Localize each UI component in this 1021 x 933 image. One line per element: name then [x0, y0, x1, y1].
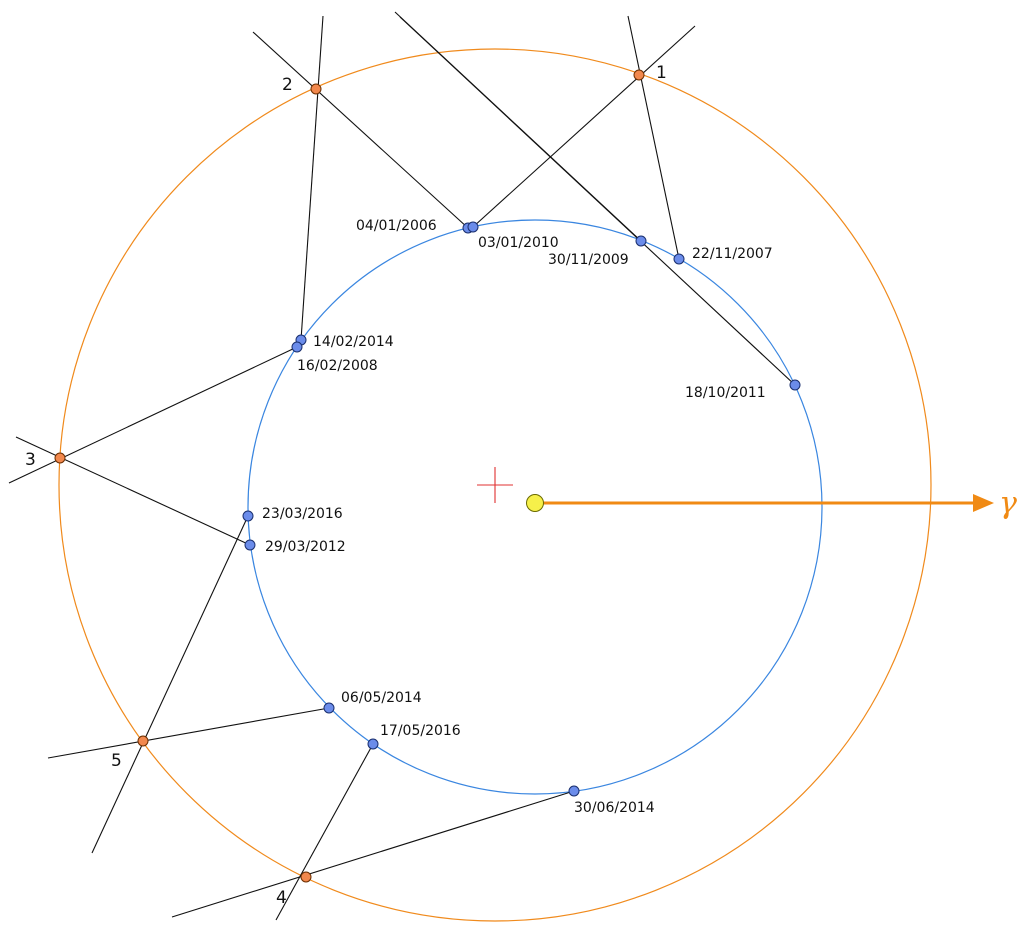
earth-point-2012-03-29	[244, 539, 256, 551]
date-label-2016-05-17: 17/05/2016	[380, 723, 461, 739]
date-label-2009-11-30: 30/11/2009	[548, 252, 629, 268]
sight-line-3b	[15, 436, 251, 546]
mars-point-2	[310, 83, 322, 95]
date-label-2011-10-18: 18/10/2011	[685, 385, 766, 401]
date-label-2014-02-14: 14/02/2014	[313, 334, 394, 350]
earth-point-2010-01-03	[467, 221, 479, 233]
earth-point-2011-10-18	[789, 379, 801, 391]
sight-line-2b	[300, 15, 324, 341]
mars-point-5	[137, 735, 149, 747]
mars-label-1: 1	[656, 63, 667, 83]
sight-line-2a	[252, 31, 469, 229]
orbit-center-cross	[477, 467, 513, 503]
gamma-symbol: γ	[999, 486, 1017, 521]
date-label-2010-01-03: 03/01/2010	[478, 235, 559, 251]
earth-point-2008-02-16	[291, 341, 303, 353]
date-label-2016-03-23: 23/03/2016	[262, 506, 343, 522]
mars-positions	[54, 69, 645, 883]
earth-point-2014-05-06	[323, 702, 335, 714]
mars-point-4	[300, 871, 312, 883]
sight-line-4a	[275, 743, 374, 921]
earth-point-2016-03-23	[242, 510, 254, 522]
earth-point-2016-05-17	[367, 738, 379, 750]
date-label-2012-03-29: 29/03/2012	[265, 539, 346, 555]
sight-line-3a	[8, 346, 298, 484]
mars-point-3	[54, 452, 66, 464]
sun	[526, 494, 544, 512]
sight-line-5a	[91, 515, 249, 854]
sight-lines	[8, 11, 796, 921]
sight-line-2011	[399, 16, 796, 386]
earth-point-2009-11-30	[635, 235, 647, 247]
sight-line-1a	[472, 25, 696, 228]
earth-orbit	[247, 219, 823, 795]
date-label-2006-01-04: 04/01/2006	[356, 218, 437, 234]
date-label-2014-05-06: 06/05/2014	[341, 690, 422, 706]
earth-positions	[242, 221, 801, 797]
mars-label-3: 3	[25, 450, 36, 470]
sight-line-1b	[627, 15, 680, 260]
mars-label-5: 5	[111, 751, 122, 771]
sight-line-5b	[47, 707, 330, 759]
sight-line-4b	[171, 790, 575, 918]
mars-point-1	[633, 69, 645, 81]
date-label-2008-02-16: 16/02/2008	[297, 358, 378, 374]
earth-point-2007-11-22	[673, 253, 685, 265]
date-label-2007-11-22: 22/11/2007	[692, 246, 773, 262]
mars-orbit	[58, 48, 932, 922]
mars-label-2: 2	[282, 75, 293, 95]
earth-point-2014-06-30	[568, 785, 580, 797]
date-label-2014-06-30: 30/06/2014	[574, 800, 655, 816]
mars-label-4: 4	[276, 888, 287, 908]
gamma-arrow	[535, 494, 994, 512]
